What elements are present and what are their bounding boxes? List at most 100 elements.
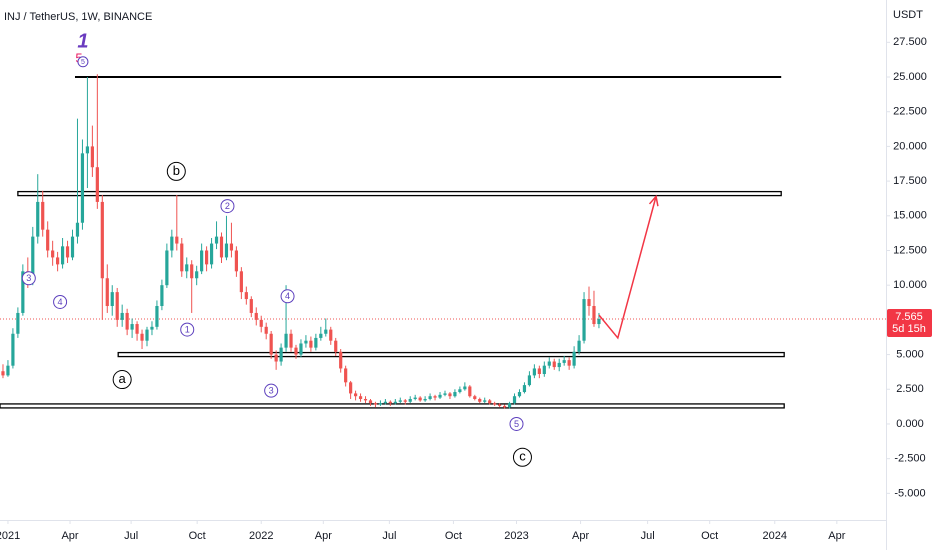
arrow-head [648, 194, 659, 207]
candle-body [135, 324, 139, 334]
x-tick-label: 2023 [504, 530, 528, 542]
candle-body [249, 299, 253, 313]
candle-body [46, 229, 50, 251]
candle-body [264, 326, 268, 334]
x-tick-label: 2022 [249, 530, 273, 542]
wave-label: 4 [285, 291, 290, 301]
candle-body [304, 340, 308, 344]
candle-body [234, 250, 238, 272]
x-tick-label: Apr [61, 530, 78, 542]
candle-body [289, 333, 293, 348]
candle-body [502, 405, 507, 408]
candle-body [309, 340, 313, 348]
candle-body [438, 394, 442, 398]
candle-body [31, 236, 35, 283]
candle-body [180, 243, 184, 272]
y-tick-label: 2.500 [896, 383, 924, 395]
candle-body [294, 347, 298, 355]
candle-body [36, 201, 40, 237]
candle-body [408, 398, 412, 402]
candle-body [75, 222, 80, 237]
x-tick-label: Apr [828, 530, 845, 542]
wave-label: 3 [269, 386, 274, 396]
level-line [117, 351, 785, 358]
candle-body [150, 326, 154, 330]
candle-body [552, 361, 556, 368]
candle-body [388, 401, 392, 404]
candle-body [363, 398, 368, 401]
candle-body [56, 257, 60, 265]
y-tick-label: -2.500 [894, 453, 925, 465]
candle-body [358, 396, 363, 399]
candle-body [259, 319, 263, 327]
candle-body [80, 153, 85, 223]
price-badge [887, 308, 932, 337]
x-tick-label: Oct [701, 530, 718, 542]
candle-body [512, 396, 517, 404]
wave-label: c [519, 449, 526, 464]
candle-body [398, 400, 402, 402]
candle-body [125, 312, 129, 330]
candle-body [383, 401, 387, 404]
wave-label: 3 [26, 273, 31, 283]
wave-label: 1 [77, 31, 88, 53]
wave-circle [264, 383, 279, 398]
y-tick-label: 5.000 [896, 348, 924, 360]
candle-body [70, 236, 75, 258]
candle-body [51, 250, 55, 258]
candle-body [507, 403, 512, 408]
candle-body [195, 271, 199, 279]
wave-label: 5 [81, 59, 85, 66]
candle-body [314, 337, 318, 348]
candle-body [160, 285, 164, 307]
wave-circle [21, 271, 36, 286]
wave-circle [77, 56, 89, 68]
candle-body [413, 397, 417, 399]
candle-body [224, 243, 229, 258]
y-tick-label: 15.000 [893, 210, 927, 222]
wave-label: 2 [225, 201, 230, 211]
candle-body [547, 361, 551, 366]
wave-circle [180, 322, 195, 337]
x-tick-label: Oct [445, 530, 462, 542]
candle-body [274, 354, 278, 362]
candle-body [244, 292, 248, 300]
candle-body [478, 398, 482, 402]
wave-circle [53, 294, 68, 309]
candle-body [353, 393, 358, 397]
candle-body [90, 146, 94, 168]
candle-body [373, 403, 378, 405]
level-line [0, 403, 785, 409]
x-tick-label: Jul [382, 530, 396, 542]
x-tick-label: Apr [315, 530, 332, 542]
candle-body [493, 403, 497, 405]
y-tick-label: 12.500 [893, 244, 927, 256]
candle-body [567, 360, 571, 366]
wave-circle [220, 199, 235, 214]
candle-body [418, 397, 422, 401]
candle-body [115, 292, 119, 320]
candle-body [339, 351, 343, 369]
candle-body [110, 292, 114, 307]
wave-circle [512, 447, 532, 467]
x-tick-label: 2024 [763, 530, 787, 542]
candle-body [532, 368, 536, 376]
candle-body [324, 329, 328, 334]
candle-body [145, 329, 149, 341]
candle-body [175, 236, 179, 244]
candle-body [582, 299, 586, 341]
candle-body [423, 398, 427, 401]
y-tick-label: 25.000 [893, 71, 927, 83]
candle-body [587, 299, 591, 307]
candle-body [349, 382, 353, 394]
candle-body [254, 312, 258, 320]
candle-body [11, 333, 15, 366]
candle-body [488, 400, 492, 404]
x-tick-label: Apr [572, 530, 589, 542]
wave-label: 1 [185, 325, 190, 335]
candle-body [200, 250, 204, 272]
candle-body [537, 368, 541, 375]
wave-circle [112, 370, 132, 390]
candle-body [562, 360, 566, 363]
